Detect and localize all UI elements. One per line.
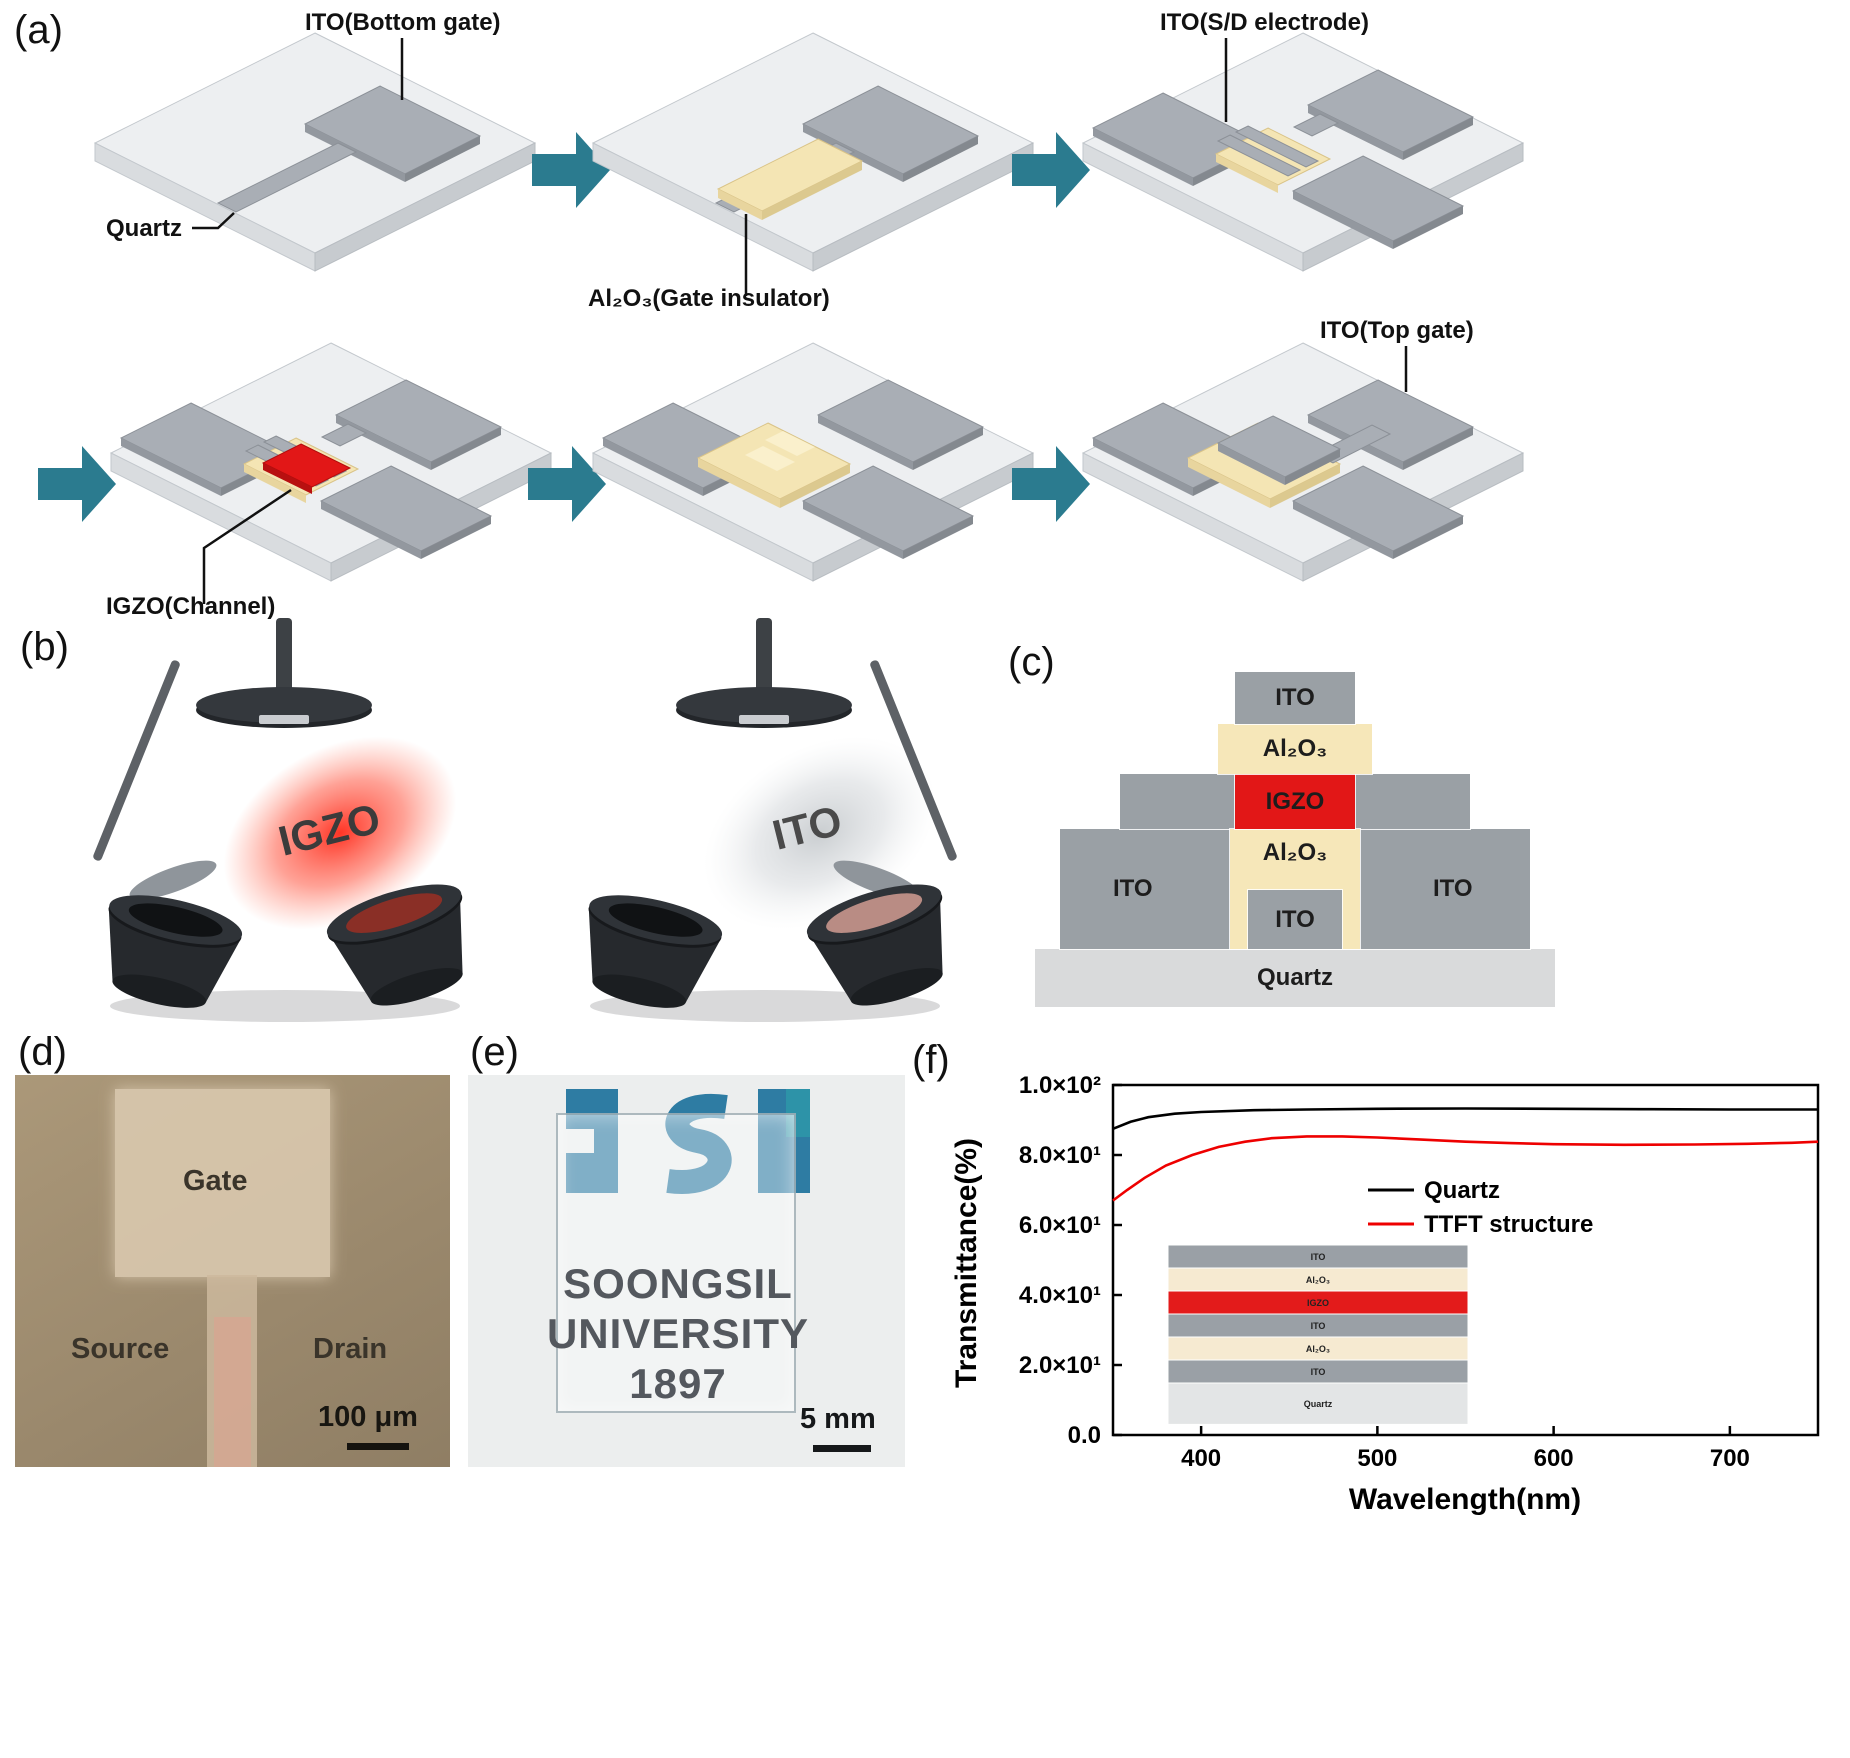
scale-bar-d (347, 1443, 409, 1450)
process-step-1-bottom-gate: ITO(Bottom gate) Quartz (93, 9, 537, 272)
sputter-gun-left (588, 895, 723, 1008)
svg-text:4.0×10¹: 4.0×10¹ (1019, 1282, 1101, 1309)
logo-text-2: UNIVERSITY (546, 1310, 810, 1357)
svg-text:0.0: 0.0 (1068, 1422, 1101, 1449)
panel-f-chart: Transmittance(%) Wavelength(nm) 400 500 60… (950, 1072, 1820, 1516)
source-label: Source (71, 1333, 170, 1365)
layer-quartz: Quartz (1035, 949, 1555, 1007)
svg-text:400: 400 (1181, 1445, 1221, 1472)
layer-ito-left-label: ITO (1113, 875, 1153, 902)
process-step-4-igzo-channel: IGZO(Channel) (106, 342, 553, 620)
svg-text:IGZO: IGZO (1307, 1298, 1329, 1308)
y-axis-title: Transmittance(%) (950, 1138, 983, 1388)
label-ito-bottom-gate: ITO(Bottom gate) (305, 9, 501, 100)
process-step-6-top-gate: ITO(Top gate) (1081, 318, 1525, 582)
sputtering-scene-ito: ITO (588, 618, 957, 1022)
svg-text:ITO: ITO (1311, 1367, 1326, 1377)
panel-tag-e: (e) (470, 1030, 519, 1074)
scale-text-d: 100 μm (318, 1401, 418, 1433)
sputter-gun-right (806, 884, 943, 1006)
panel-tag-f: (f) (912, 1038, 950, 1082)
sputter-gun-left (108, 895, 243, 1008)
svg-text:Quartz: Quartz (106, 215, 182, 242)
sputtering-scene-igzo: IGZO (93, 618, 463, 1022)
panel-d-micrograph: Gate Source Drain 100 μm (15, 1075, 450, 1467)
svg-text:500: 500 (1357, 1445, 1397, 1472)
al2o3-top-insulator (696, 422, 852, 508)
process-step-3-sd-electrode: ITO(S/D electrode) (1081, 9, 1525, 272)
label-ito-sd-electrode: ITO(S/D electrode) (1160, 9, 1369, 122)
svg-text:ITO(S/D electrode): ITO(S/D electrode) (1160, 9, 1369, 36)
chart-plot-area: 400 500 600 700 0.0 2.0×10¹ 4.0×10¹ 6.0×10¹ 8.0×… (1019, 1072, 1820, 1472)
process-arrow-2 (1012, 132, 1090, 208)
drain-label: Drain (313, 1333, 388, 1365)
svg-text:Quartz: Quartz (1424, 1177, 1500, 1204)
layer-ito-bottom: ITO (1248, 890, 1342, 949)
transparent-sample (556, 1113, 796, 1413)
logo-left-notch (566, 1129, 594, 1153)
panel-tag-d: (d) (18, 1030, 67, 1074)
layer-ito-top: ITO (1235, 672, 1355, 724)
svg-text:Al₂O₃(Gate insulator): Al₂O₃(Gate insulator) (588, 285, 830, 312)
sputter-gun-right (326, 884, 463, 1006)
svg-text:ITO: ITO (1311, 1321, 1326, 1331)
process-arrow-4 (528, 446, 606, 522)
panel-tag-a: (a) (14, 8, 63, 52)
layer-al2o3-upper: Al₂O₃ (1218, 724, 1372, 774)
svg-text:1.0×10²: 1.0×10² (1019, 1072, 1101, 1099)
quartz-substrate (93, 32, 537, 272)
ito-top-gate-pad (1216, 415, 1392, 485)
layer-ito-right-label: ITO (1433, 875, 1473, 902)
sd-finger-traces (1216, 113, 1340, 177)
al2o3-gate-insulator-block (716, 138, 864, 220)
svg-text:ITO(Bottom gate): ITO(Bottom gate) (305, 9, 501, 36)
substrate-holder (196, 618, 372, 728)
scale-bar-e (813, 1445, 871, 1452)
svg-text:ITO(Top gate): ITO(Top gate) (1320, 318, 1474, 344)
panel-c-stack: Quartz Al₂O₃ ITO IGZO Al₂O₃ ITO ITO ITO (1035, 662, 1555, 1007)
svg-text:TTFT structure: TTFT structure (1424, 1211, 1593, 1238)
process-step-5-top-insulator (591, 342, 1035, 582)
panel-tag-c: (c) (1008, 640, 1055, 684)
gate-label: Gate (183, 1165, 248, 1197)
svg-text:700: 700 (1710, 1445, 1750, 1472)
substrate-holder (676, 618, 852, 728)
svg-text:8.0×10¹: 8.0×10¹ (1019, 1142, 1101, 1169)
svg-text:6.0×10¹: 6.0×10¹ (1019, 1212, 1101, 1239)
ito-sd-pads (1091, 69, 1475, 249)
scale-text-e: 5 mm (800, 1403, 876, 1435)
svg-text:Al₂O₃: Al₂O₃ (1306, 1275, 1330, 1285)
x-axis-title: Wavelength(nm) (1349, 1483, 1581, 1516)
igzo-plasma-plume (223, 736, 457, 930)
label-quartz: Quartz (106, 212, 235, 242)
igzo-channel-block (261, 443, 352, 494)
layer-igzo: IGZO (1235, 774, 1355, 829)
svg-text:Al₂O₃: Al₂O₃ (1306, 1344, 1330, 1354)
label-al2o3-gate-insulator: Al₂O₃(Gate insulator) (588, 214, 830, 312)
logo-s-curve (665, 1093, 732, 1194)
logo-text-1: SOONGSIL (563, 1260, 793, 1307)
svg-text:ITO: ITO (1311, 1252, 1326, 1262)
shutter-arm-left (93, 660, 217, 900)
process-step-2-gate-insulator: Al₂O₃(Gate insulator) (588, 32, 1035, 312)
channel-strip (214, 1317, 251, 1467)
svg-text:600: 600 (1534, 1445, 1574, 1472)
process-arrow-5 (1012, 446, 1090, 522)
ito-bottom-gate-pad (216, 85, 482, 213)
panel-e-photo: SOONGSIL UNIVERSITY 1897 5 mm (468, 1075, 905, 1467)
process-arrow-3 (38, 446, 116, 522)
panel-tag-b: (b) (20, 625, 69, 669)
svg-text:IGZO(Channel): IGZO(Channel) (106, 593, 275, 620)
label-ito-top-gate: ITO(Top gate) (1320, 318, 1474, 392)
logo-text-3: 1897 (629, 1360, 727, 1407)
svg-text:Quartz: Quartz (1304, 1399, 1333, 1409)
label-igzo-channel: IGZO(Channel) (106, 488, 292, 620)
svg-text:2.0×10¹: 2.0×10¹ (1019, 1352, 1101, 1379)
gate-pad (115, 1089, 330, 1277)
process-arrow-1 (532, 132, 610, 208)
